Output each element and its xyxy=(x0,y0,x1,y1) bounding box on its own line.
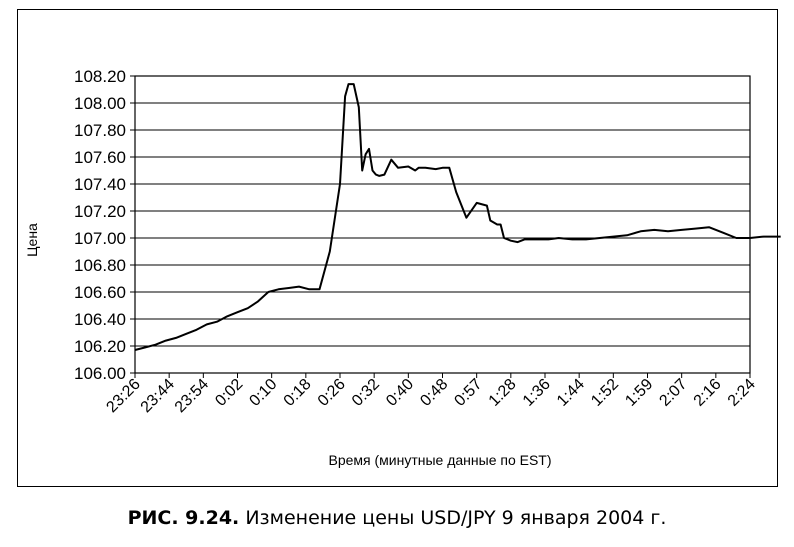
x-axis-label: Время (минутные данные по EST) xyxy=(328,452,551,468)
y-tick-label: 106.20 xyxy=(74,337,126,356)
plot-area-border xyxy=(134,75,751,374)
y-tick-label: 106.80 xyxy=(74,256,126,275)
x-tick-label: 1:52 xyxy=(588,376,622,410)
x-tick-label: 0:18 xyxy=(281,376,315,410)
y-tick-label: 107.40 xyxy=(74,175,126,194)
x-tick-label: 2:07 xyxy=(656,376,690,410)
y-axis-ticks: 106.00 106.20 106.40 106.60 106.80 107.00 107.… xyxy=(74,67,135,383)
grid-lines xyxy=(135,75,750,374)
y-tick-label: 108.00 xyxy=(74,94,126,113)
series-layer xyxy=(134,83,781,351)
x-tick-label: 1:44 xyxy=(554,376,588,410)
x-tick-label: 0:02 xyxy=(212,376,246,410)
x-tick-label: 1:59 xyxy=(622,376,656,410)
y-tick-label: 106.60 xyxy=(74,283,126,302)
x-tick-label: 0:32 xyxy=(349,376,383,410)
figure-title: Изменение цены USD/JPY 9 января 2004 г. xyxy=(245,507,667,529)
x-tick-label: 0:40 xyxy=(383,376,417,410)
y-tick-label: 106.00 xyxy=(74,364,126,383)
x-tick-label: 23:44 xyxy=(138,376,178,416)
x-tick-label: 23:54 xyxy=(172,376,212,416)
price-line-chart: 106.00 106.20 106.40 106.60 106.80 107.00 107.… xyxy=(24,67,781,468)
x-tick-label: 0:26 xyxy=(315,376,349,410)
x-tick-label: 2:16 xyxy=(691,376,725,410)
x-tick-label: 0:48 xyxy=(417,376,451,410)
figure-number: РИС. 9.24. xyxy=(127,507,240,529)
y-tick-label: 107.60 xyxy=(74,148,126,167)
figure-caption: РИС. 9.24. Изменение цены USD/JPY 9 янва… xyxy=(0,507,794,529)
x-tick-label: 2:24 xyxy=(725,376,759,410)
x-tick-label: 0:10 xyxy=(246,376,280,410)
x-tick-label: 1:36 xyxy=(520,376,554,410)
x-tick-label: 0:57 xyxy=(451,376,485,410)
series-line xyxy=(134,83,781,351)
y-tick-label: 107.80 xyxy=(74,121,126,140)
y-tick-label: 107.00 xyxy=(74,229,126,248)
y-tick-label: 107.20 xyxy=(74,202,126,221)
y-tick-label: 106.40 xyxy=(74,310,126,329)
chart-frame xyxy=(17,9,778,487)
y-tick-label: 108.20 xyxy=(74,67,126,86)
x-tick-label: 1:28 xyxy=(486,376,520,410)
y-axis-label: Цена xyxy=(24,223,40,257)
